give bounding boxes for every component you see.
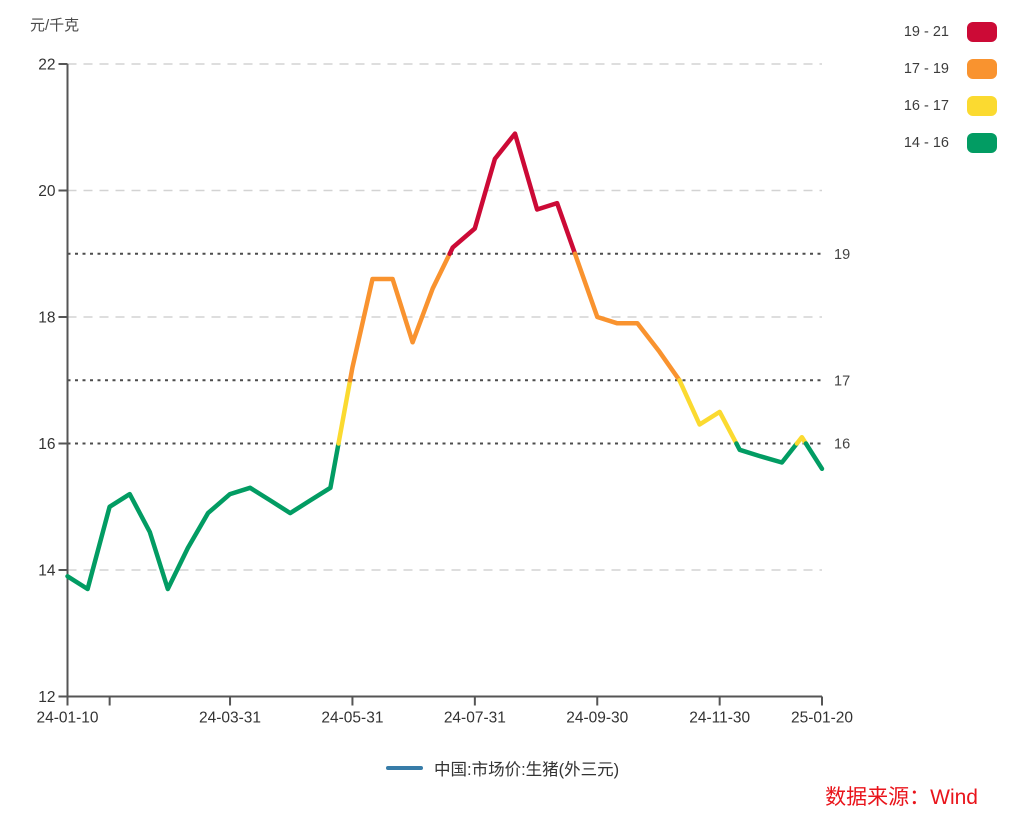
x-tick-label-24-07-31: 24-07-31 [444, 710, 506, 727]
legend-swatch-icon [967, 133, 997, 153]
legend-item-16-17: 16 - 17 [904, 96, 997, 116]
y-axis-unit-label: 元/千克 [30, 17, 80, 34]
price-line-segment-0 [65, 441, 341, 592]
price-line-segment-5 [677, 378, 739, 446]
x-axis-ticks: 24-01-10 24-03-31 24-05-31 24-07-31 24-09-30… [36, 696, 853, 727]
price-line-segment-6 [734, 441, 800, 465]
y-tick-label-18: 18 [38, 310, 55, 327]
x-tick-label-25-01-20: 25-01-20 [791, 710, 853, 727]
price-line-segment-4 [572, 251, 682, 383]
legend-swatch-icon [967, 96, 997, 116]
threshold-label-19: 19 [834, 247, 850, 263]
legend-label: 14 - 16 [903, 135, 949, 151]
y-tick-label-14: 14 [38, 563, 56, 580]
price-band-legend: 19 - 21 17 - 19 16 - 17 14 - 16 [904, 22, 997, 153]
threshold-label-17: 17 [834, 373, 850, 389]
price-line-segment-7 [794, 434, 809, 446]
series-legend-label: 中国:市场价:生猪(外三元) [434, 761, 620, 779]
legend-item-19-21: 19 - 21 [904, 22, 997, 42]
y-tick-label-20: 20 [38, 183, 56, 200]
threshold-lines: 19 17 16 [67, 247, 850, 453]
y-axis-ticks: 22 20 18 16 14 12 [38, 57, 68, 706]
x-tick-label-24-09-30: 24-09-30 [566, 710, 628, 727]
axes [66, 64, 822, 706]
y-tick-label-16: 16 [38, 436, 55, 453]
legend-label: 19 - 21 [903, 24, 949, 40]
price-line-segment-8 [803, 441, 825, 472]
x-tick-label-24-11-30: 24-11-30 [689, 710, 750, 727]
y-tick-label-22: 22 [38, 57, 55, 74]
data-source-label: 数据来源：Wind [825, 786, 978, 809]
legend-label: 17 - 19 [903, 61, 949, 77]
x-tick-label-24-03-31: 24-03-31 [199, 710, 261, 727]
legend-label: 16 - 17 [903, 98, 949, 114]
price-line [65, 131, 825, 592]
y-tick-label-12: 12 [38, 689, 55, 706]
price-line-segment-1 [336, 378, 353, 446]
price-line-segment-2 [347, 251, 452, 383]
price-line-segment-3 [447, 131, 578, 257]
legend-item-17-19: 17 - 19 [904, 59, 997, 79]
series-legend: 中国:市场价:生猪(外三元) [386, 756, 619, 780]
x-tick-label-24-05-31: 24-05-31 [321, 710, 383, 727]
legend-swatch-icon [967, 59, 997, 79]
series-line-icon [386, 766, 423, 770]
legend-swatch-icon [967, 22, 997, 42]
threshold-label-16: 16 [834, 437, 850, 453]
major-gridlines [67, 63, 822, 571]
x-tick-label-24-01-10: 24-01-10 [36, 710, 98, 727]
legend-item-14-16: 14 - 16 [904, 133, 997, 153]
